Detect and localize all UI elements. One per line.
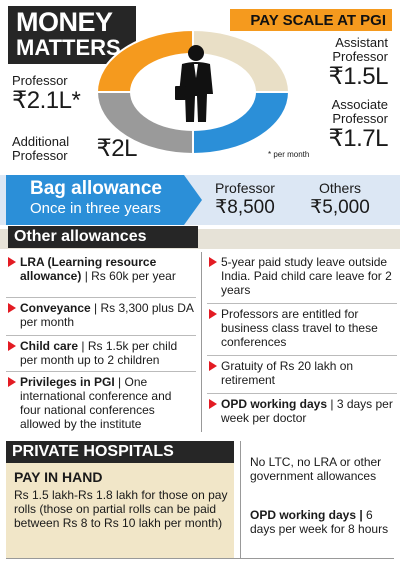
arrow-icon [209, 399, 217, 409]
arrow-icon [8, 341, 16, 351]
professor-title: Professor [12, 73, 68, 88]
arrow-icon [209, 361, 217, 371]
additional-value: ₹2L [96, 135, 137, 162]
donut-segment-additional [95, 91, 194, 156]
bag-others: Others ₹5,000 [300, 180, 380, 219]
title-line-1: MONEY [16, 7, 113, 37]
allowance-item-study-leave: 5-year paid study leave outside India. P… [207, 252, 397, 304]
bag-allowance-arrow [6, 175, 202, 225]
per-month-footnote: * per month [268, 150, 310, 159]
allowance-item-business-class: Professors are entitled for business cla… [207, 304, 397, 356]
item-text: | Rs 60k per year [81, 269, 176, 283]
allowance-item-conveyance: Conveyance | Rs 3,300 plus DA per month [6, 298, 196, 336]
arrow-icon [8, 377, 16, 387]
arrow-icon [209, 309, 217, 319]
assistant-professor-label: Assistant Professor ₹1.5L [308, 35, 389, 90]
allowances-right-column: 5-year paid study leave outside India. P… [207, 252, 397, 432]
professor-label: Professor ₹2.1L* [12, 73, 81, 114]
allowances-left-column: LRA (Learning resource allowance) | Rs 6… [6, 252, 196, 431]
arrow-icon [8, 257, 16, 267]
item-text: | Rs 1.5k per child per month up to 2 ch… [20, 339, 178, 367]
arrow-icon [8, 303, 16, 313]
item-text: 5-year paid study leave outside India. P… [221, 255, 392, 297]
allowance-item-gratuity: Gratuity of Rs 20 lakh on retirement [207, 356, 397, 394]
item-text: Gratuity of Rs 20 lakh on retirement [221, 359, 354, 387]
allowance-item-privileges: Privileges in PGI | One international co… [6, 372, 196, 431]
item-text: Professors are entitled for business cla… [221, 307, 378, 349]
pay-in-hand-heading: PAY IN HAND [14, 469, 103, 485]
bag-allowance-subtitle: Once in three years [30, 200, 161, 217]
item-bold: LRA (Learning resource allowance) [20, 255, 157, 283]
allowance-item-opd: OPD working days | 3 days per week per d… [207, 394, 397, 432]
bag-others-label: Others [318, 180, 361, 196]
person-icon [175, 45, 213, 122]
professor-value: ₹2.1L* [12, 87, 81, 114]
bag-professor-value: ₹8,500 [215, 197, 275, 218]
bag-professor-label: Professor [215, 180, 275, 196]
title-line-2: MATTERS [16, 35, 121, 60]
assistant-value: ₹1.5L [328, 63, 389, 90]
other-allowances-title: Other allowances [8, 226, 198, 248]
associate-title: Associate Professor [331, 97, 388, 126]
assistant-title: Assistant Professor [332, 35, 388, 64]
item-bold: Conveyance [20, 301, 91, 315]
no-ltc-text: No LTC, no LRA or other government allow… [250, 455, 382, 483]
allowance-item-child-care: Child care | Rs 1.5k per child per month… [6, 336, 196, 372]
additional-professor-label: Additional Professor ₹2L [12, 135, 137, 163]
private-hospitals-divider [240, 441, 241, 558]
opd-days-private: OPD working days | 6 days per week for 8… [250, 508, 390, 536]
pay-scale-banner: PAY SCALE AT PGI [230, 9, 392, 31]
money-matters-title: MONEY MATTERS [8, 6, 136, 64]
bag-others-value: ₹5,000 [310, 197, 370, 218]
bag-professor: Professor ₹8,500 [210, 180, 280, 219]
item-bold: Privileges in PGI [20, 375, 115, 389]
bottom-rule [6, 558, 394, 559]
item-bold: OPD working days [221, 397, 328, 411]
allowance-item-lra: LRA (Learning resource allowance) | Rs 6… [6, 252, 196, 298]
additional-title: Additional Professor [12, 134, 70, 163]
item-text: | Rs 3,300 plus DA per month [20, 301, 194, 329]
associate-professor-label: Associate Professor ₹1.7L [308, 97, 389, 152]
opd-text: 6 days per week for 8 hours [250, 508, 389, 536]
associate-value: ₹1.7L [328, 125, 389, 152]
arrow-icon [209, 257, 217, 267]
pay-in-hand-text: Rs 1.5 lakh-Rs 1.8 lakh for those on pay… [14, 488, 228, 530]
column-divider [201, 252, 202, 432]
pay-scale-donut [95, 28, 291, 156]
item-text: | 3 days per week per doctor [221, 397, 393, 425]
item-bold: Child care [20, 339, 79, 353]
private-hospitals-title: PRIVATE HOSPITALS [6, 441, 234, 463]
item-text: | One international conference and four … [20, 375, 172, 431]
opd-bold: OPD working days | [250, 508, 363, 522]
bag-allowance-title: Bag allowance [30, 178, 162, 199]
